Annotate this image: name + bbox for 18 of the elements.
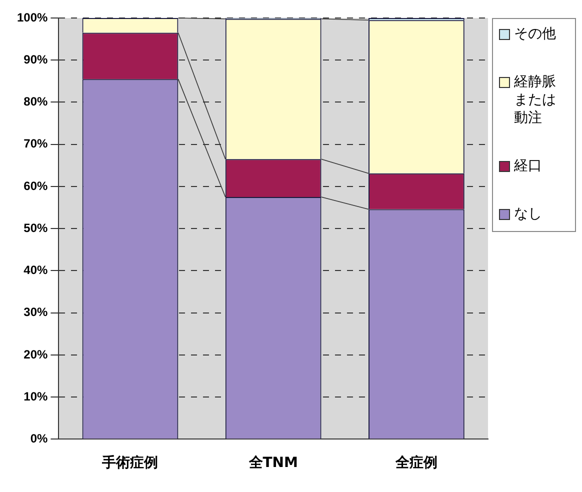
y-tick-label: 20% <box>24 347 48 362</box>
y-tick-label: 40% <box>24 263 48 278</box>
y-tick-label: 100% <box>16 10 48 24</box>
legend-label: 経口 <box>514 157 543 175</box>
legend-label: その他 <box>514 25 557 43</box>
y-tick-label: 90% <box>24 52 48 66</box>
y-tick-label: 80% <box>24 94 48 109</box>
y-tick-label: 70% <box>24 136 48 151</box>
x-tick-label: 手術症例 <box>101 454 158 472</box>
y-tick-label: 0% <box>30 432 48 446</box>
x-tick-label: 全TNM <box>248 455 298 472</box>
legend-label: 経静脈または動注 <box>514 73 557 127</box>
y-tick-label: 60% <box>24 178 48 193</box>
y-tick-label: 10% <box>24 389 48 404</box>
text: なし <box>514 205 543 223</box>
x-tick-label: 全症例 <box>394 454 438 472</box>
y-tick-label: 30% <box>24 305 48 320</box>
y-tick-label: 50% <box>24 220 48 235</box>
